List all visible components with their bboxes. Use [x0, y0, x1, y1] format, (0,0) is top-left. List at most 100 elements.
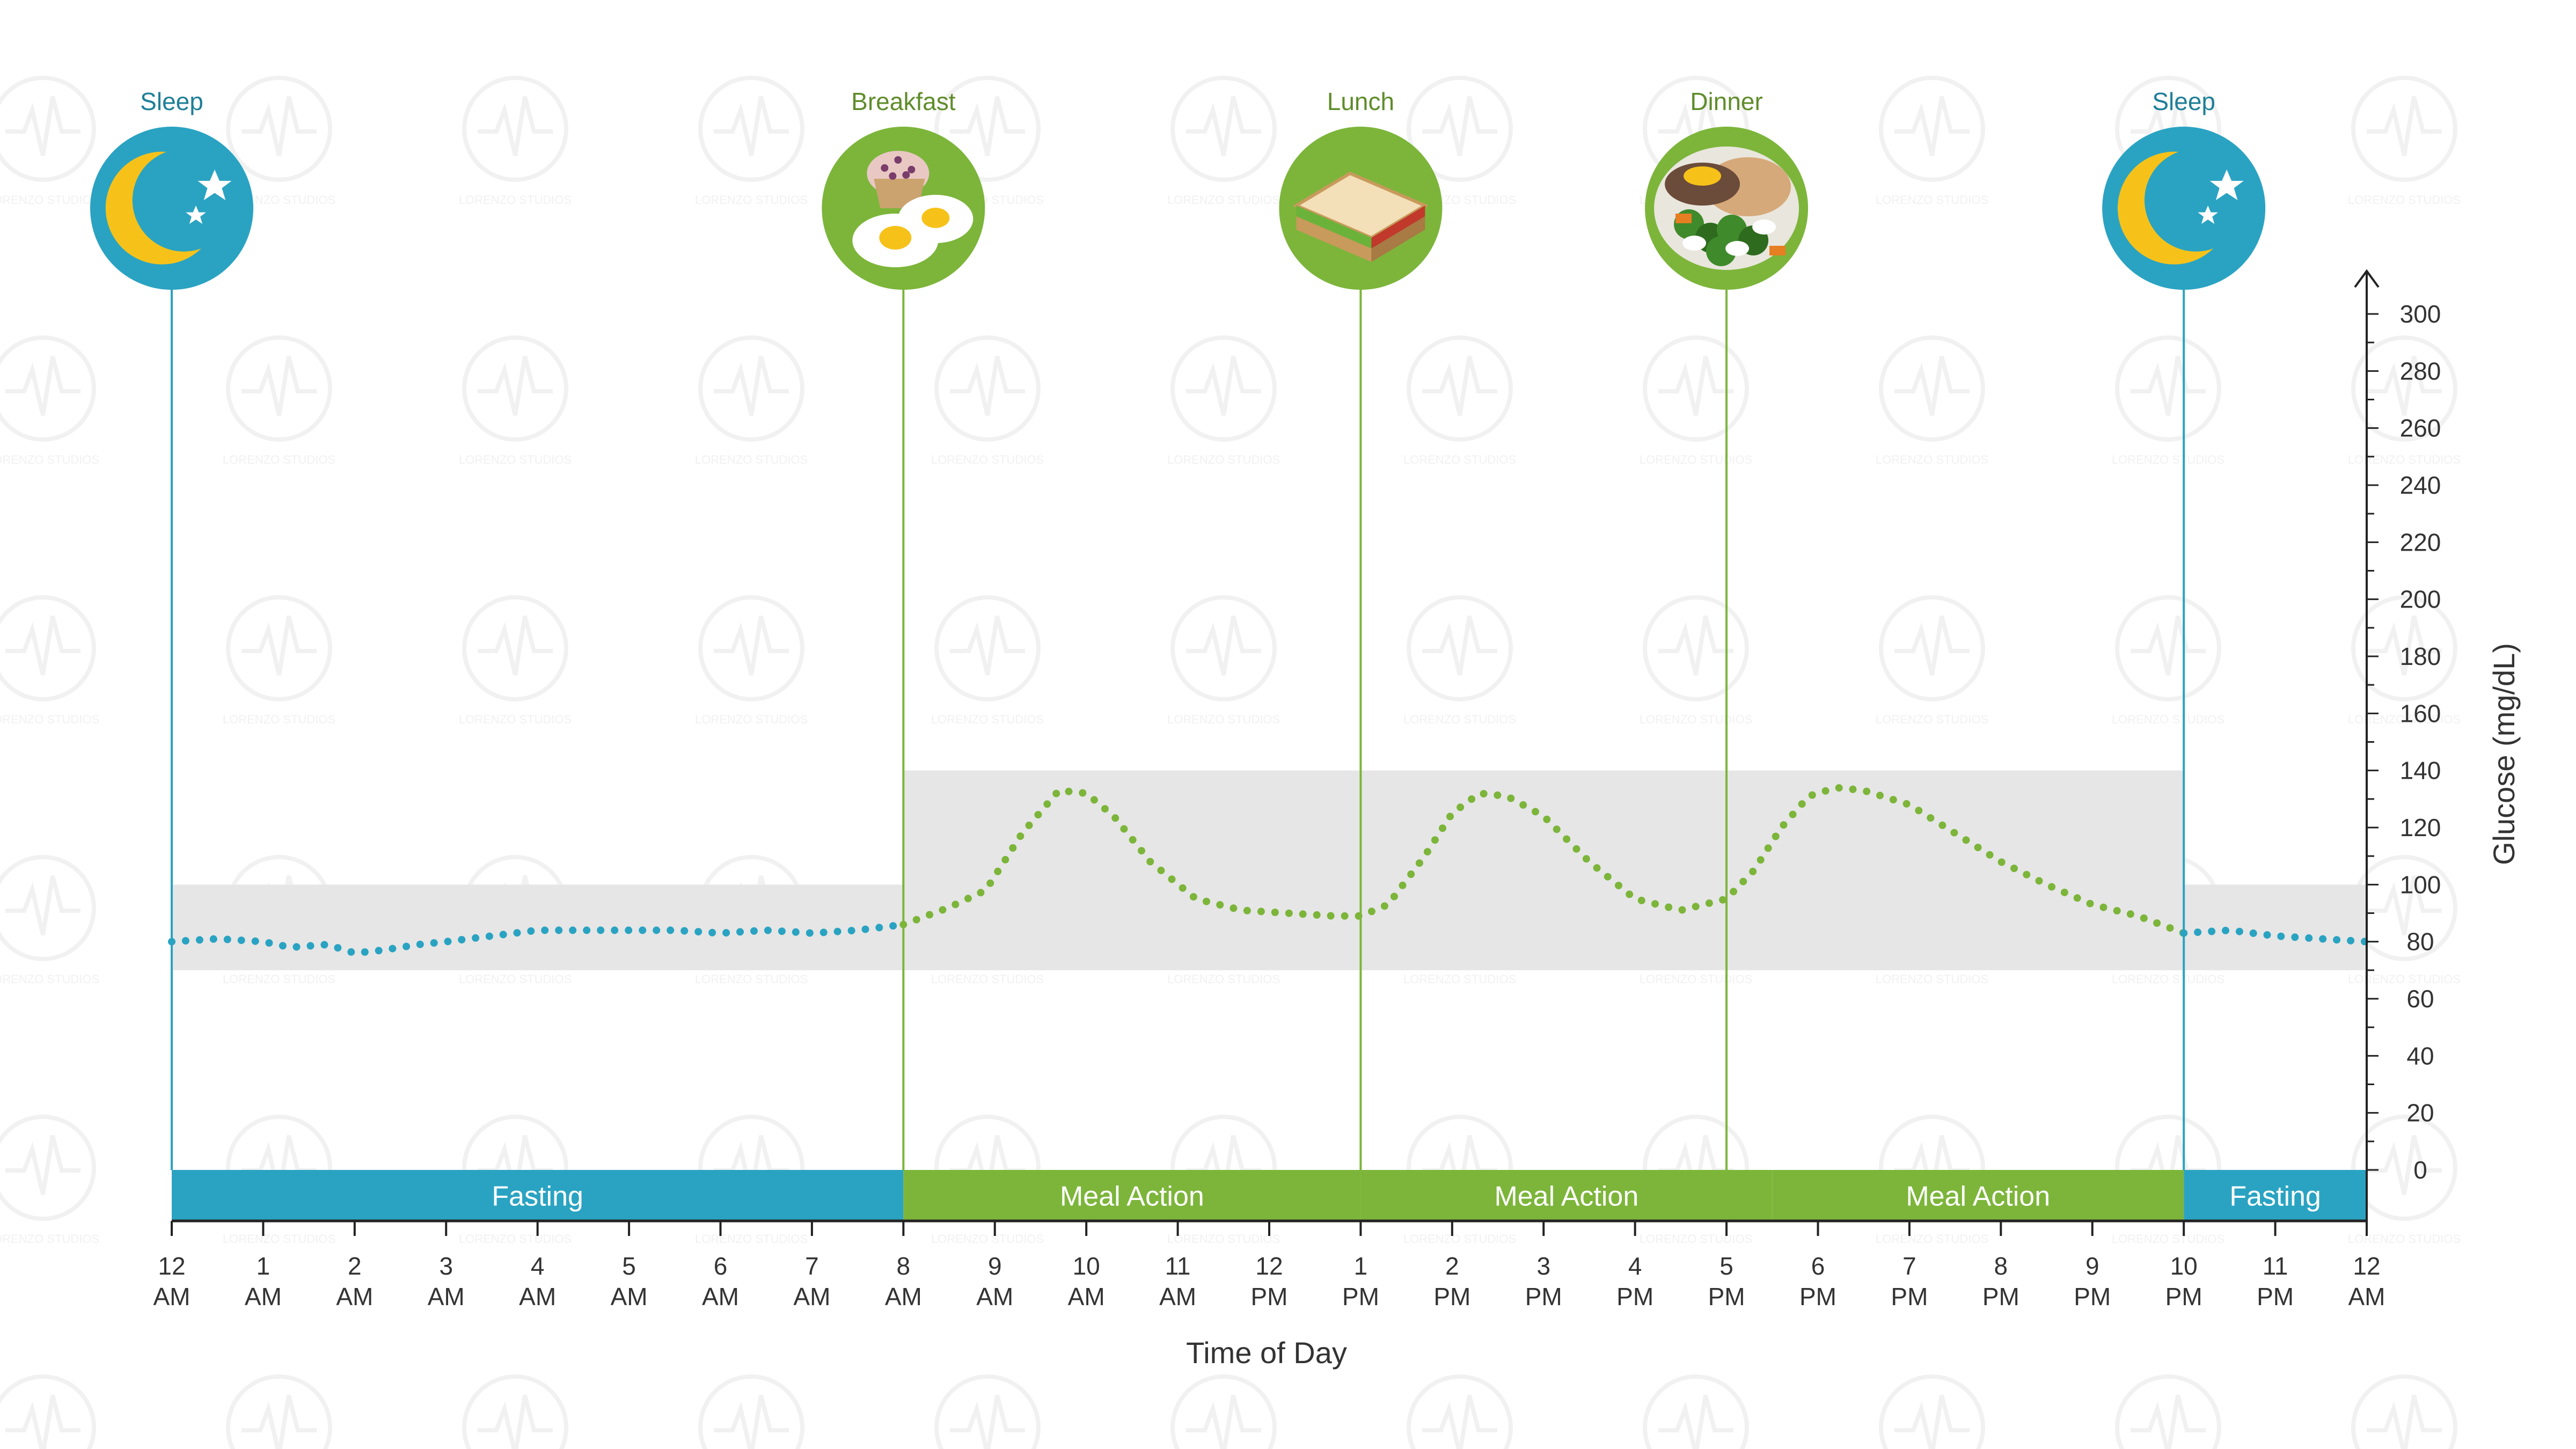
y-axis-label: Glucose (mg/dL) — [2487, 643, 2521, 865]
data-point — [1399, 881, 1407, 889]
x-tick-label: AM — [702, 1283, 739, 1311]
watermark-logo — [931, 1377, 1044, 1449]
x-tick-label: PM — [1891, 1283, 1928, 1311]
x-tick-label: 11 — [1165, 1252, 1191, 1280]
data-point — [1415, 859, 1423, 867]
phase-label: Meal Action — [1906, 1181, 2050, 1212]
data-point — [2023, 870, 2031, 879]
watermark-logo — [1167, 597, 1280, 726]
x-tick-label: AM — [519, 1283, 556, 1311]
watermark-logo — [1167, 1377, 1280, 1449]
data-point — [1043, 800, 1051, 808]
data-point — [952, 901, 960, 909]
data-point — [1243, 906, 1251, 914]
data-point — [1179, 884, 1187, 892]
normal-range-bands — [172, 770, 2367, 970]
y-tick-label: 300 — [2400, 300, 2441, 328]
phase-segment — [172, 1170, 904, 1221]
data-point — [361, 948, 369, 956]
data-point — [806, 929, 814, 937]
phase-label: Meal Action — [1494, 1181, 1638, 1212]
data-point — [1705, 899, 1713, 907]
data-point — [1016, 832, 1024, 840]
watermark-logo — [1167, 78, 1280, 207]
data-point — [2099, 903, 2107, 911]
y-axis: 0 20 40 60 80 100 120 140 160 180 200 220 240 260 280 3… — [2354, 269, 2441, 1221]
data-point — [986, 879, 994, 887]
phase-segment — [903, 1170, 1361, 1221]
data-point — [639, 926, 647, 934]
watermark-logo — [223, 1377, 335, 1449]
data-point — [1052, 789, 1060, 797]
watermark-logo — [1876, 338, 1988, 466]
x-tick-label: AM — [611, 1283, 648, 1311]
watermark-logo — [223, 597, 335, 726]
watermark-logo — [695, 597, 808, 726]
watermark-logo — [0, 1117, 99, 1246]
data-point — [1692, 903, 1700, 911]
data-point — [977, 889, 985, 897]
normal-range-band — [172, 884, 904, 970]
data-point — [1808, 791, 1816, 799]
data-point — [1637, 896, 1645, 904]
data-point — [458, 936, 466, 943]
y-tick-label: 200 — [2400, 586, 2441, 613]
data-point — [694, 928, 702, 936]
event-label: Sleep — [140, 87, 203, 115]
data-point — [1764, 844, 1772, 852]
data-point — [1480, 790, 1488, 797]
data-point — [847, 927, 855, 935]
data-point — [2277, 932, 2285, 940]
x-tick-label: 3 — [1536, 1252, 1550, 1280]
data-point — [541, 926, 549, 934]
phase-segment — [2184, 1170, 2367, 1221]
x-tick-label: PM — [2074, 1283, 2111, 1311]
data-point — [347, 948, 355, 956]
data-point — [653, 926, 661, 934]
phase-label: Fasting — [492, 1181, 583, 1212]
data-point — [1341, 912, 1349, 920]
data-point — [1138, 847, 1145, 855]
x-tick-label: AM — [336, 1283, 373, 1311]
data-point — [2010, 865, 2018, 873]
x-tick-label: AM — [976, 1283, 1013, 1311]
y-tick-label: 140 — [2400, 757, 2441, 785]
data-point — [1230, 904, 1238, 912]
x-tick-label: 1 — [257, 1252, 270, 1280]
x-tick-label: 5 — [1719, 1252, 1733, 1280]
data-point — [1101, 805, 1109, 813]
data-point — [334, 944, 342, 952]
data-point — [181, 937, 189, 945]
data-point — [2113, 907, 2121, 914]
y-tick-label: 80 — [2406, 928, 2434, 956]
data-point — [1563, 835, 1571, 843]
y-tick-label: 240 — [2400, 471, 2441, 499]
y-tick-label: 220 — [2400, 528, 2441, 556]
data-point — [1285, 909, 1293, 917]
watermark-logo — [1640, 338, 1752, 466]
x-tick-label: 4 — [531, 1252, 545, 1280]
watermark-logo — [0, 597, 99, 726]
watermark-logo — [1640, 597, 1752, 726]
data-point — [1257, 908, 1265, 916]
watermark-logo — [695, 338, 808, 466]
data-point — [1090, 796, 1098, 804]
data-point — [1749, 867, 1757, 875]
data-point — [1271, 909, 1279, 916]
watermark-logo — [695, 1377, 808, 1449]
event-label: Breakfast — [851, 87, 956, 115]
data-point — [1582, 855, 1590, 863]
data-point — [1407, 870, 1415, 878]
x-tick-label: PM — [1251, 1283, 1288, 1311]
x-tick-label: 11 — [2263, 1252, 2288, 1280]
data-point — [708, 928, 716, 936]
data-point — [667, 926, 675, 934]
data-point — [1423, 848, 1431, 856]
x-tick-label: AM — [2348, 1283, 2385, 1311]
data-point — [1457, 803, 1465, 811]
watermark-logo — [2112, 1377, 2224, 1449]
data-point — [1216, 901, 1224, 909]
data-point — [265, 939, 273, 947]
data-point — [889, 922, 897, 930]
y-tick-label: 20 — [2406, 1099, 2434, 1127]
